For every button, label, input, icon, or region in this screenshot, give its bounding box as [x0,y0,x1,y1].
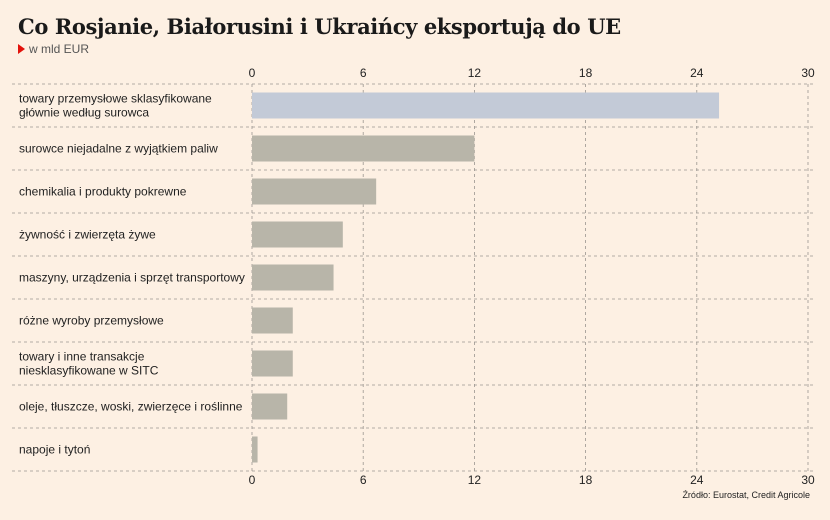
tick-label-bottom: 6 [360,473,367,487]
tick-label-top: 24 [690,66,704,80]
category-label: maszyny, urządzenia i sprzęt transportow… [19,271,245,285]
bar [252,350,293,377]
bar [252,221,343,248]
tick-label-bottom: 24 [690,473,704,487]
bar [252,135,475,162]
tick-label-bottom: 30 [801,473,815,487]
tick-label-top: 12 [468,66,482,80]
category-label: głównie według surowca [19,106,149,120]
category-label: surowce niejadalne z wyjątkiem paliw [19,142,218,156]
chart-title: Co Rosjanie, Białorusini i Ukraińcy eksp… [18,14,621,39]
triangle-marker-icon [18,44,25,54]
tick-label-top: 0 [249,66,256,80]
category-label: chemikalia i produkty pokrewne [19,185,187,199]
category-label: napoje i tytoń [19,443,90,457]
bar [252,393,288,420]
category-label: towary przemysłowe sklasyfikowane [19,92,212,106]
bar [252,178,377,205]
unit-label: w mld EUR [29,42,90,56]
bar [252,436,258,463]
tick-label-bottom: 12 [468,473,482,487]
chart-subtitle: w mld EUR [18,42,89,56]
tick-label-bottom: 18 [579,473,593,487]
source-note: Źródło: Eurostat, Credit Agricole [682,490,810,500]
category-label: towary i inne transakcje [19,350,145,364]
category-label: żywność i zwierzęta żywe [19,228,156,242]
tick-label-bottom: 0 [249,473,256,487]
bar [252,92,720,119]
tick-label-top: 6 [360,66,367,80]
bar [252,307,293,334]
category-label: niesklasyfikowane w SITC [19,364,159,378]
tick-label-top: 30 [801,66,815,80]
tick-label-top: 18 [579,66,593,80]
bar [252,264,334,291]
category-label: oleje, tłuszcze, woski, zwierzęce i rośl… [19,400,243,414]
category-label: różne wyroby przemysłowe [19,314,164,328]
